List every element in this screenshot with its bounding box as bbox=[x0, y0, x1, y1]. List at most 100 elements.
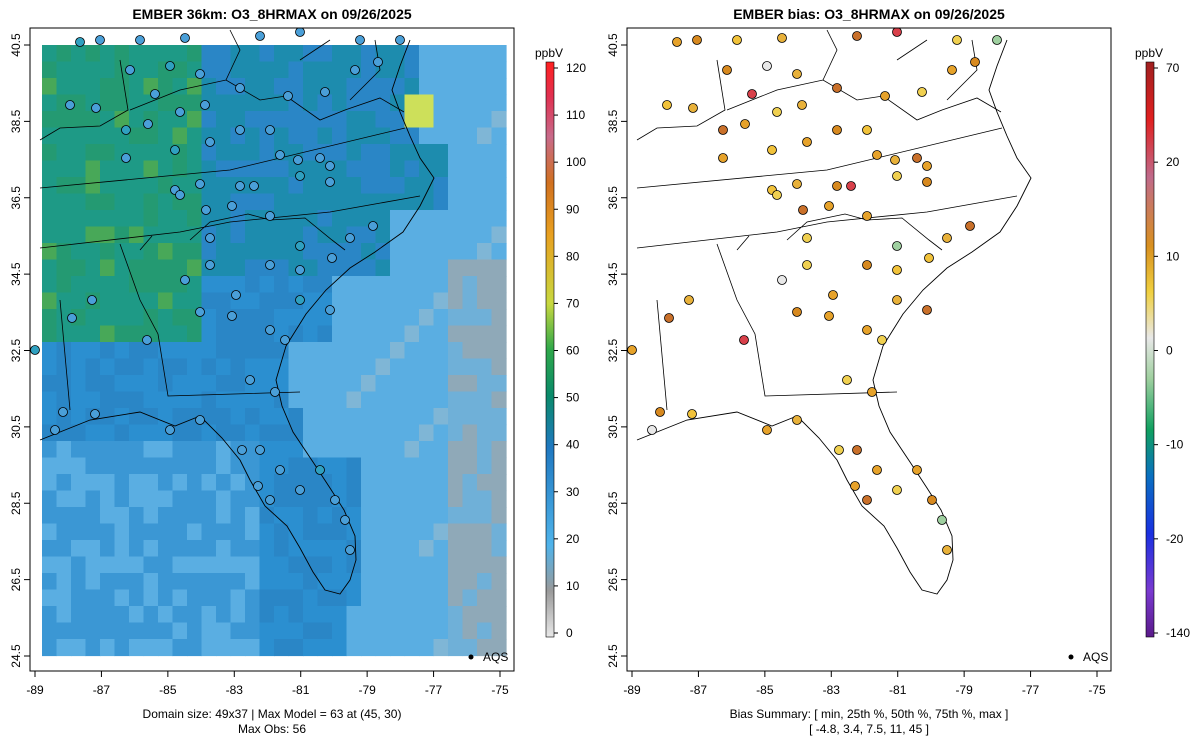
model-obs-marker bbox=[170, 145, 180, 155]
x-tick-label: -81 bbox=[292, 683, 310, 697]
x-tick-label: -87 bbox=[93, 683, 111, 697]
model-obs-marker bbox=[340, 515, 350, 525]
bias-marker bbox=[970, 57, 980, 67]
bias-marker bbox=[834, 445, 844, 455]
model-obs-marker bbox=[135, 35, 145, 45]
model-obs-marker bbox=[345, 233, 355, 243]
bias-marker bbox=[965, 221, 975, 231]
bias-marker bbox=[832, 83, 842, 93]
bias-marker bbox=[722, 65, 732, 75]
model-obs-marker bbox=[265, 325, 275, 335]
colorbar-tick-label: 60 bbox=[566, 344, 580, 358]
model-obs-marker bbox=[200, 100, 210, 110]
bias-marker bbox=[739, 335, 749, 345]
bias-marker bbox=[792, 415, 802, 425]
model-obs-marker bbox=[265, 125, 275, 135]
bias-marker bbox=[880, 91, 890, 101]
model-obs-marker bbox=[255, 31, 265, 41]
bias-marker bbox=[892, 295, 902, 305]
model-obs-marker bbox=[75, 37, 85, 47]
right-map-panel: EMBER bias: O3_8HRMAX on 09/26/2025 -89 -… bbox=[606, 6, 1190, 736]
bias-marker bbox=[627, 345, 637, 355]
x-tick-label: -79 bbox=[955, 683, 973, 697]
x-tick-label: -85 bbox=[159, 683, 177, 697]
bias-marker bbox=[862, 495, 872, 505]
model-field bbox=[42, 45, 507, 657]
x-tick-label: -79 bbox=[358, 683, 376, 697]
model-obs-marker bbox=[295, 171, 305, 181]
left-legend-label: AQS bbox=[483, 650, 508, 664]
x-tick-label: -87 bbox=[690, 683, 708, 697]
model-obs-marker bbox=[180, 33, 190, 43]
bias-marker bbox=[662, 100, 672, 110]
bias-marker bbox=[802, 233, 812, 243]
right-map-title: EMBER bias: O3_8HRMAX on 09/26/2025 bbox=[733, 6, 1005, 22]
bias-marker bbox=[802, 260, 812, 270]
bias-marker bbox=[792, 69, 802, 79]
bias-marker bbox=[747, 89, 757, 99]
bias-marker bbox=[792, 307, 802, 317]
model-obs-marker bbox=[253, 481, 263, 491]
left-caption-1: Domain size: 49x37 | Max Model = 63 at (… bbox=[143, 707, 402, 721]
model-obs-marker bbox=[280, 335, 290, 345]
y-tick-label: 40.5 bbox=[606, 33, 620, 57]
model-obs-marker bbox=[195, 69, 205, 79]
model-obs-marker bbox=[265, 260, 275, 270]
colorbar-tick-label: 30 bbox=[566, 485, 580, 499]
bias-marker bbox=[892, 28, 902, 37]
x-tick-label: -89 bbox=[623, 683, 641, 697]
bias-marker bbox=[917, 87, 927, 97]
bias-marker bbox=[862, 325, 872, 335]
bias-marker bbox=[892, 265, 902, 275]
y-tick-label: 28.5 bbox=[9, 491, 23, 515]
model-obs-marker bbox=[58, 407, 68, 417]
bias-marker bbox=[862, 260, 872, 270]
bias-marker bbox=[892, 171, 902, 181]
x-tick-label: -89 bbox=[26, 683, 44, 697]
obs-markers bbox=[30, 28, 405, 555]
y-tick-label: 34.5 bbox=[606, 262, 620, 286]
bias-marker bbox=[762, 61, 772, 71]
model-obs-marker bbox=[235, 125, 245, 135]
model-obs-marker bbox=[121, 153, 131, 163]
model-obs-marker bbox=[143, 119, 153, 129]
model-obs-marker bbox=[195, 415, 205, 425]
bias-marker bbox=[828, 290, 838, 300]
model-obs-marker bbox=[95, 35, 105, 45]
colorbar-tick-label: 40 bbox=[566, 438, 580, 452]
right-map-frame bbox=[626, 27, 1112, 672]
bias-marker bbox=[832, 181, 842, 191]
colorbar-tick-label: 90 bbox=[566, 202, 580, 216]
bias-marker bbox=[922, 177, 932, 187]
left-caption-2: Max Obs: 56 bbox=[238, 722, 306, 736]
colorbar-tick-label: 70 bbox=[566, 296, 580, 310]
bias-marker bbox=[797, 100, 807, 110]
right-caption-1: Bias Summary: [ min, 25th %, 50th %, 75t… bbox=[730, 707, 1009, 721]
model-obs-marker bbox=[237, 445, 247, 455]
model-obs-marker bbox=[205, 260, 215, 270]
left-map-frame bbox=[29, 27, 515, 672]
bias-marker bbox=[777, 33, 787, 43]
legend-dot bbox=[1068, 654, 1074, 660]
model-obs-marker bbox=[325, 177, 335, 187]
bias-marker bbox=[672, 37, 682, 47]
model-obs-marker bbox=[325, 305, 335, 315]
bias-marker bbox=[692, 35, 702, 45]
legend-dot bbox=[468, 654, 474, 660]
bias-marker bbox=[952, 35, 962, 45]
bias-marker bbox=[732, 35, 742, 45]
bias-marker bbox=[942, 233, 952, 243]
model-obs-marker bbox=[315, 465, 325, 475]
model-obs-marker bbox=[295, 265, 305, 275]
model-obs-marker bbox=[121, 125, 131, 135]
colorbar-tick-label: 110 bbox=[566, 108, 585, 122]
bias-marker bbox=[824, 201, 834, 211]
bias-marker bbox=[850, 481, 860, 491]
bias-marker bbox=[792, 179, 802, 189]
bias-marker bbox=[802, 137, 812, 147]
bias-marker bbox=[852, 445, 862, 455]
model-obs-marker bbox=[142, 335, 152, 345]
y-tick-label: 32.5 bbox=[606, 338, 620, 362]
y-tick-label: 32.5 bbox=[9, 338, 23, 362]
